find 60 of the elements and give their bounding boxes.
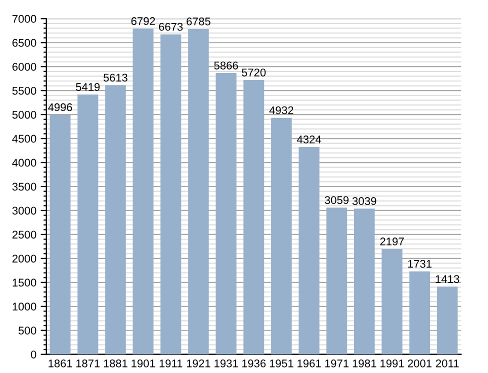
y-tick-label: 5500	[12, 86, 36, 95]
x-tick-label: 1901	[132, 360, 155, 368]
data-label: 5866	[214, 62, 238, 70]
data-label: 3039	[352, 197, 376, 206]
x-tick-label: 1861	[48, 360, 72, 368]
y-tick-label: 7000	[12, 14, 36, 23]
bar	[298, 146, 320, 354]
bar	[354, 208, 375, 354]
y-tick-label: 6000	[12, 62, 36, 71]
bar	[326, 208, 348, 354]
y-tick-label: 2500	[12, 230, 36, 239]
data-label: 5720	[242, 68, 266, 76]
x-tick-label: 1921	[186, 360, 210, 368]
data-label: 3059	[324, 196, 349, 204]
bar	[188, 28, 209, 354]
bar	[77, 94, 98, 354]
data-label: 1413	[436, 275, 460, 283]
data-label: 6792	[131, 17, 155, 26]
x-tick-label: 1981	[352, 360, 376, 368]
x-tick-label: 1961	[298, 360, 321, 368]
x-tick-label: 1971	[325, 360, 349, 368]
data-label: 1731	[408, 260, 432, 268]
y-tick-label: 0	[30, 350, 36, 358]
x-tick-label: 1911	[160, 360, 182, 368]
x-tick-label: 1991	[380, 360, 404, 368]
x-tick-label: 2011	[436, 360, 459, 368]
y-tick-label: 6500	[12, 38, 36, 47]
x-tick-label: 2001	[408, 360, 432, 368]
y-tick-label: 4500	[12, 134, 36, 143]
data-label: 4324	[296, 136, 322, 144]
y-tick-label: 4000	[12, 158, 36, 167]
y-tick-label: 1500	[12, 278, 36, 287]
data-label: 5613	[104, 74, 128, 82]
bar	[382, 248, 402, 354]
y-tick-label: 2000	[12, 254, 36, 263]
x-tick-label: 1871	[76, 360, 100, 368]
data-label: 6785	[186, 18, 210, 26]
bar	[243, 80, 264, 354]
y-tick-label: 3000	[12, 206, 36, 215]
data-label: 4932	[269, 106, 294, 114]
data-label: 5419	[76, 83, 100, 91]
x-tick-label: 1881	[104, 360, 128, 368]
bar	[271, 118, 292, 354]
bar	[105, 85, 126, 354]
x-tick-label: 1931	[214, 360, 238, 368]
y-tick-label: 1000	[12, 302, 36, 311]
bar	[436, 286, 458, 354]
x-tick-label: 1951	[270, 360, 294, 368]
data-label: 4996	[48, 103, 72, 112]
y-tick-label: 3500	[12, 182, 36, 191]
y-tick-label: 500	[18, 326, 36, 335]
bar	[132, 28, 154, 354]
bar	[216, 73, 236, 354]
data-label: 6673	[159, 22, 183, 31]
data-label: 2197	[380, 238, 404, 246]
bar	[160, 34, 182, 354]
y-tick-label: 5000	[12, 110, 36, 119]
bar	[409, 271, 430, 354]
bar	[50, 114, 71, 354]
x-tick-label: 1936	[242, 360, 266, 368]
